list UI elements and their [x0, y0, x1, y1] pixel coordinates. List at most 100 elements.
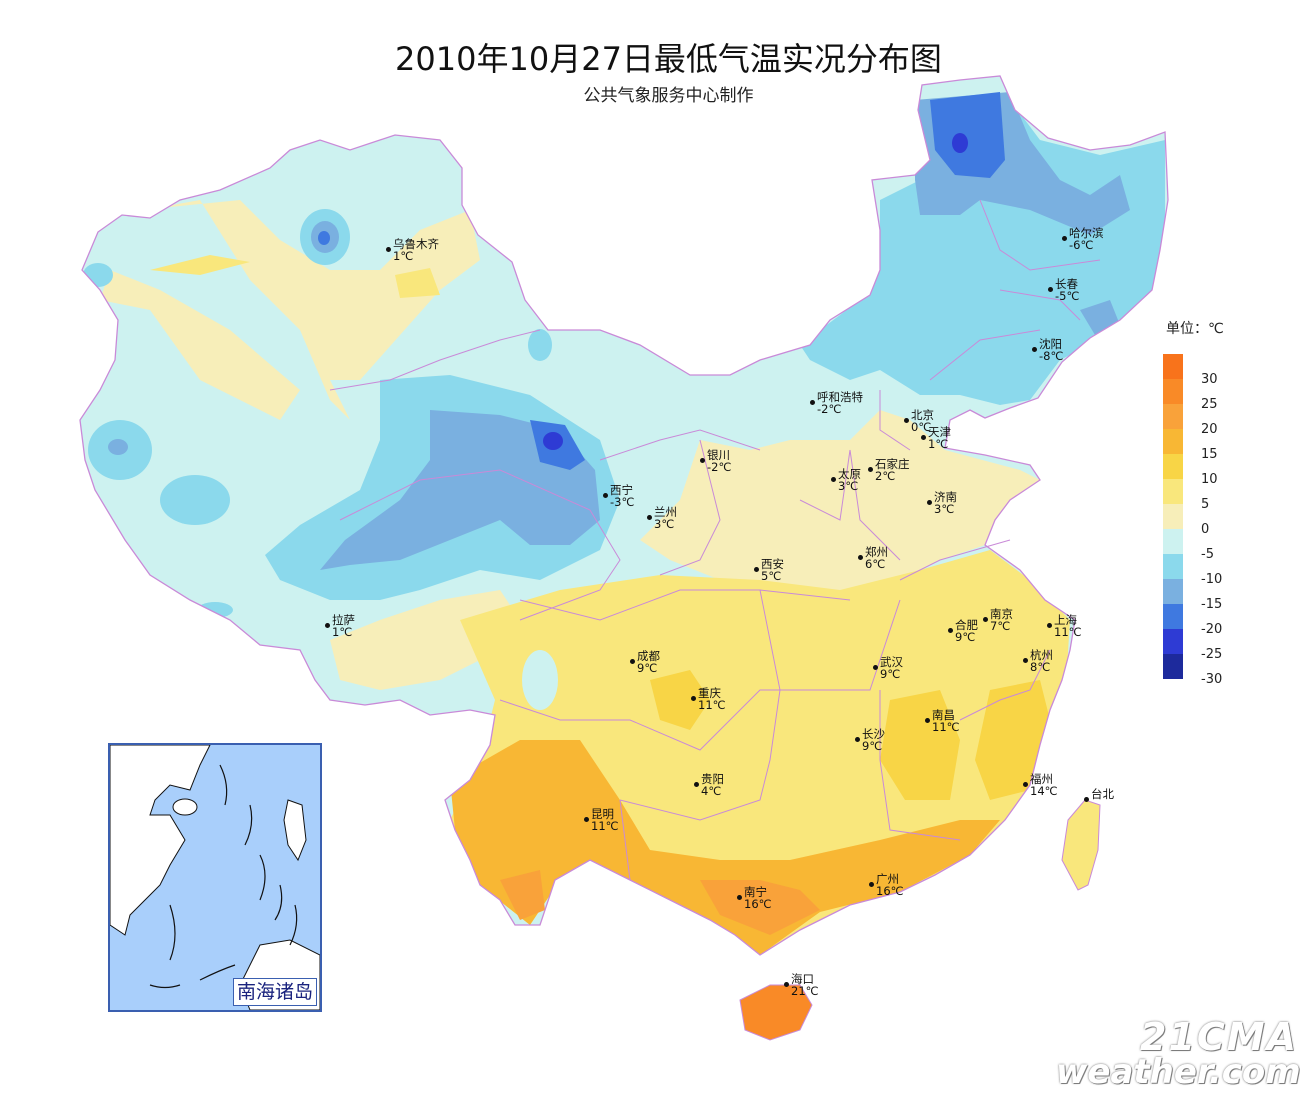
city-name: 成都 [637, 649, 660, 663]
legend-label: 5 [1201, 497, 1210, 512]
legend-label: 10 [1201, 472, 1218, 487]
city-temp: 11℃ [1054, 625, 1082, 639]
city-name: 兰州 [654, 505, 677, 519]
legend-label: 30 [1201, 372, 1218, 387]
city-dot [831, 477, 836, 482]
city-temp: 2℃ [875, 469, 896, 483]
legend-swatch [1163, 454, 1183, 479]
city-name: 贵阳 [701, 772, 724, 786]
city-temp: 9℃ [880, 667, 901, 681]
city-temp: 9℃ [637, 661, 658, 675]
city-name: 拉萨 [332, 613, 355, 627]
city-name: 杭州 [1030, 648, 1053, 662]
city-dot [584, 817, 589, 822]
city-name: 乌鲁木齐 [393, 237, 439, 251]
south-china-sea-inset: 南海诸岛 [108, 743, 322, 1012]
city-dot [737, 895, 742, 900]
city-dot [921, 435, 926, 440]
city-dot [868, 467, 873, 472]
city-name: 南昌 [932, 708, 955, 722]
city-dot [810, 400, 815, 405]
city-dot [869, 882, 874, 887]
legend-swatch [1163, 529, 1183, 554]
city-dot [904, 418, 909, 423]
map-subtitle: 公共气象服务中心制作 [583, 86, 754, 106]
city-dot [630, 659, 635, 664]
city-temp: 1℃ [332, 625, 353, 639]
city-temp: 11℃ [698, 698, 726, 712]
city-dot [647, 515, 652, 520]
city-dot [784, 982, 789, 987]
city-temp: -2℃ [817, 402, 842, 416]
city-dot [694, 782, 699, 787]
legend-label: -5 [1201, 547, 1214, 562]
city-name: 合肥 [955, 618, 978, 632]
hainan-island [739, 984, 813, 1041]
inset-label: 南海诸岛 [232, 978, 317, 1006]
city-name: 南宁 [744, 885, 767, 899]
color-legend [1163, 354, 1183, 679]
city-temp: 1℃ [393, 249, 414, 263]
city-temp: 9℃ [862, 739, 883, 753]
city-temp: 9℃ [955, 630, 976, 644]
legend-label: 25 [1201, 397, 1218, 412]
city-dot [1062, 236, 1067, 241]
province-borders [329, 199, 1101, 881]
city-dot [754, 567, 759, 572]
city-name: 长春 [1055, 277, 1078, 291]
city-dot [325, 623, 330, 628]
city-temp: -5℃ [1055, 289, 1080, 303]
city-temp: 3℃ [838, 479, 859, 493]
city-name: 长沙 [862, 727, 885, 741]
city-dot [1048, 287, 1053, 292]
city-temp: 16℃ [744, 897, 772, 911]
city-temp: 0℃ [911, 420, 932, 434]
watermark-site: weather.com.cn [1056, 1052, 1300, 1092]
city-temp: 6℃ [865, 557, 886, 571]
city-name: 台北 [1091, 787, 1114, 801]
legend-swatch [1163, 579, 1183, 604]
legend-swatch [1163, 654, 1183, 679]
city-temp: 21℃ [791, 984, 819, 998]
legend-swatch [1163, 404, 1183, 429]
city-dot [925, 718, 930, 723]
city-dot [855, 737, 860, 742]
city-dot [1047, 623, 1052, 628]
city-dot [1084, 797, 1089, 802]
city-temp: 3℃ [654, 517, 675, 531]
city-name: 银川 [707, 448, 730, 462]
city-name: 太原 [838, 467, 861, 481]
city-name: 哈尔滨 [1069, 226, 1104, 240]
legend-swatch [1163, 554, 1183, 579]
city-dot [1023, 658, 1028, 663]
legend-label: -15 [1201, 597, 1223, 612]
city-temp: 8℃ [1030, 660, 1051, 674]
city-temp: 5℃ [761, 569, 782, 583]
city-dot [1023, 782, 1028, 787]
legend-label: 20 [1201, 422, 1218, 437]
city-name: 西宁 [610, 483, 633, 497]
city-name: 海口 [791, 972, 814, 986]
city-dot [948, 628, 953, 633]
legend-title: 单位：℃ [1166, 321, 1224, 337]
city-name: 北京 [911, 408, 934, 422]
city-temp: -2℃ [707, 460, 732, 474]
city-name: 上海 [1054, 613, 1077, 627]
legend-label: 15 [1201, 447, 1218, 462]
city-dot [873, 665, 878, 670]
city-dot [603, 493, 608, 498]
city-temp: 14℃ [1030, 784, 1058, 798]
inset-map [110, 745, 320, 1010]
city-name: 武汉 [880, 655, 903, 669]
city-temp: 7℃ [990, 619, 1011, 633]
city-temp: 11℃ [932, 720, 960, 734]
map-title: 2010年10月27日最低气温实况分布图 [395, 40, 942, 78]
legend-label: -30 [1201, 672, 1223, 687]
city-name: 呼和浩特 [817, 390, 863, 404]
city-name: 重庆 [698, 686, 721, 700]
legend-label: -20 [1201, 622, 1223, 637]
legend-swatch [1163, 429, 1183, 454]
city-dot [691, 696, 696, 701]
city-temp: 1℃ [928, 437, 949, 451]
city-dot [386, 247, 391, 252]
